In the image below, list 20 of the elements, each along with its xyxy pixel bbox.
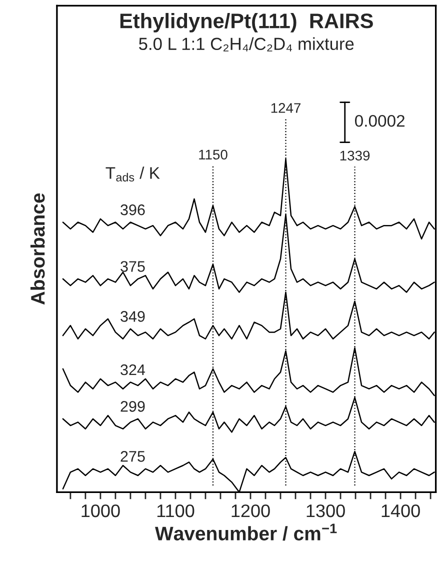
series-label: 299 [120, 401, 145, 412]
x-tick-label: 1000 [82, 504, 120, 518]
ref-line-label: 1247 [271, 103, 301, 113]
y-axis-title: Absorbance [30, 193, 45, 305]
x-axis-title: Wavenumber / cm$^{−1}$ [155, 524, 337, 541]
chart-subtitle: 5.0 L 1:1 C₂H₄/C₂D₄ mixture [139, 37, 354, 52]
x-tick-label: 1200 [232, 504, 270, 518]
legend-title: T$_{ads}$ / K [106, 166, 160, 182]
x-tick-label: 1300 [306, 504, 345, 518]
chart-title: Ethylidyne/Pt(111) RAIRS [120, 12, 373, 32]
text: 0.0002 [355, 114, 404, 127]
ref-line-label: 1339 [340, 150, 370, 161]
series-label: 375 [120, 261, 145, 272]
x-tick-label: 1100 [157, 504, 194, 518]
series-label: 275 [120, 450, 145, 462]
series-label: 396 [120, 204, 145, 216]
series-label: 349 [120, 311, 145, 322]
ref-line-label: 1150 [199, 150, 228, 160]
x-tick-label: 1400 [382, 504, 420, 518]
series-label: 324 [120, 364, 146, 376]
